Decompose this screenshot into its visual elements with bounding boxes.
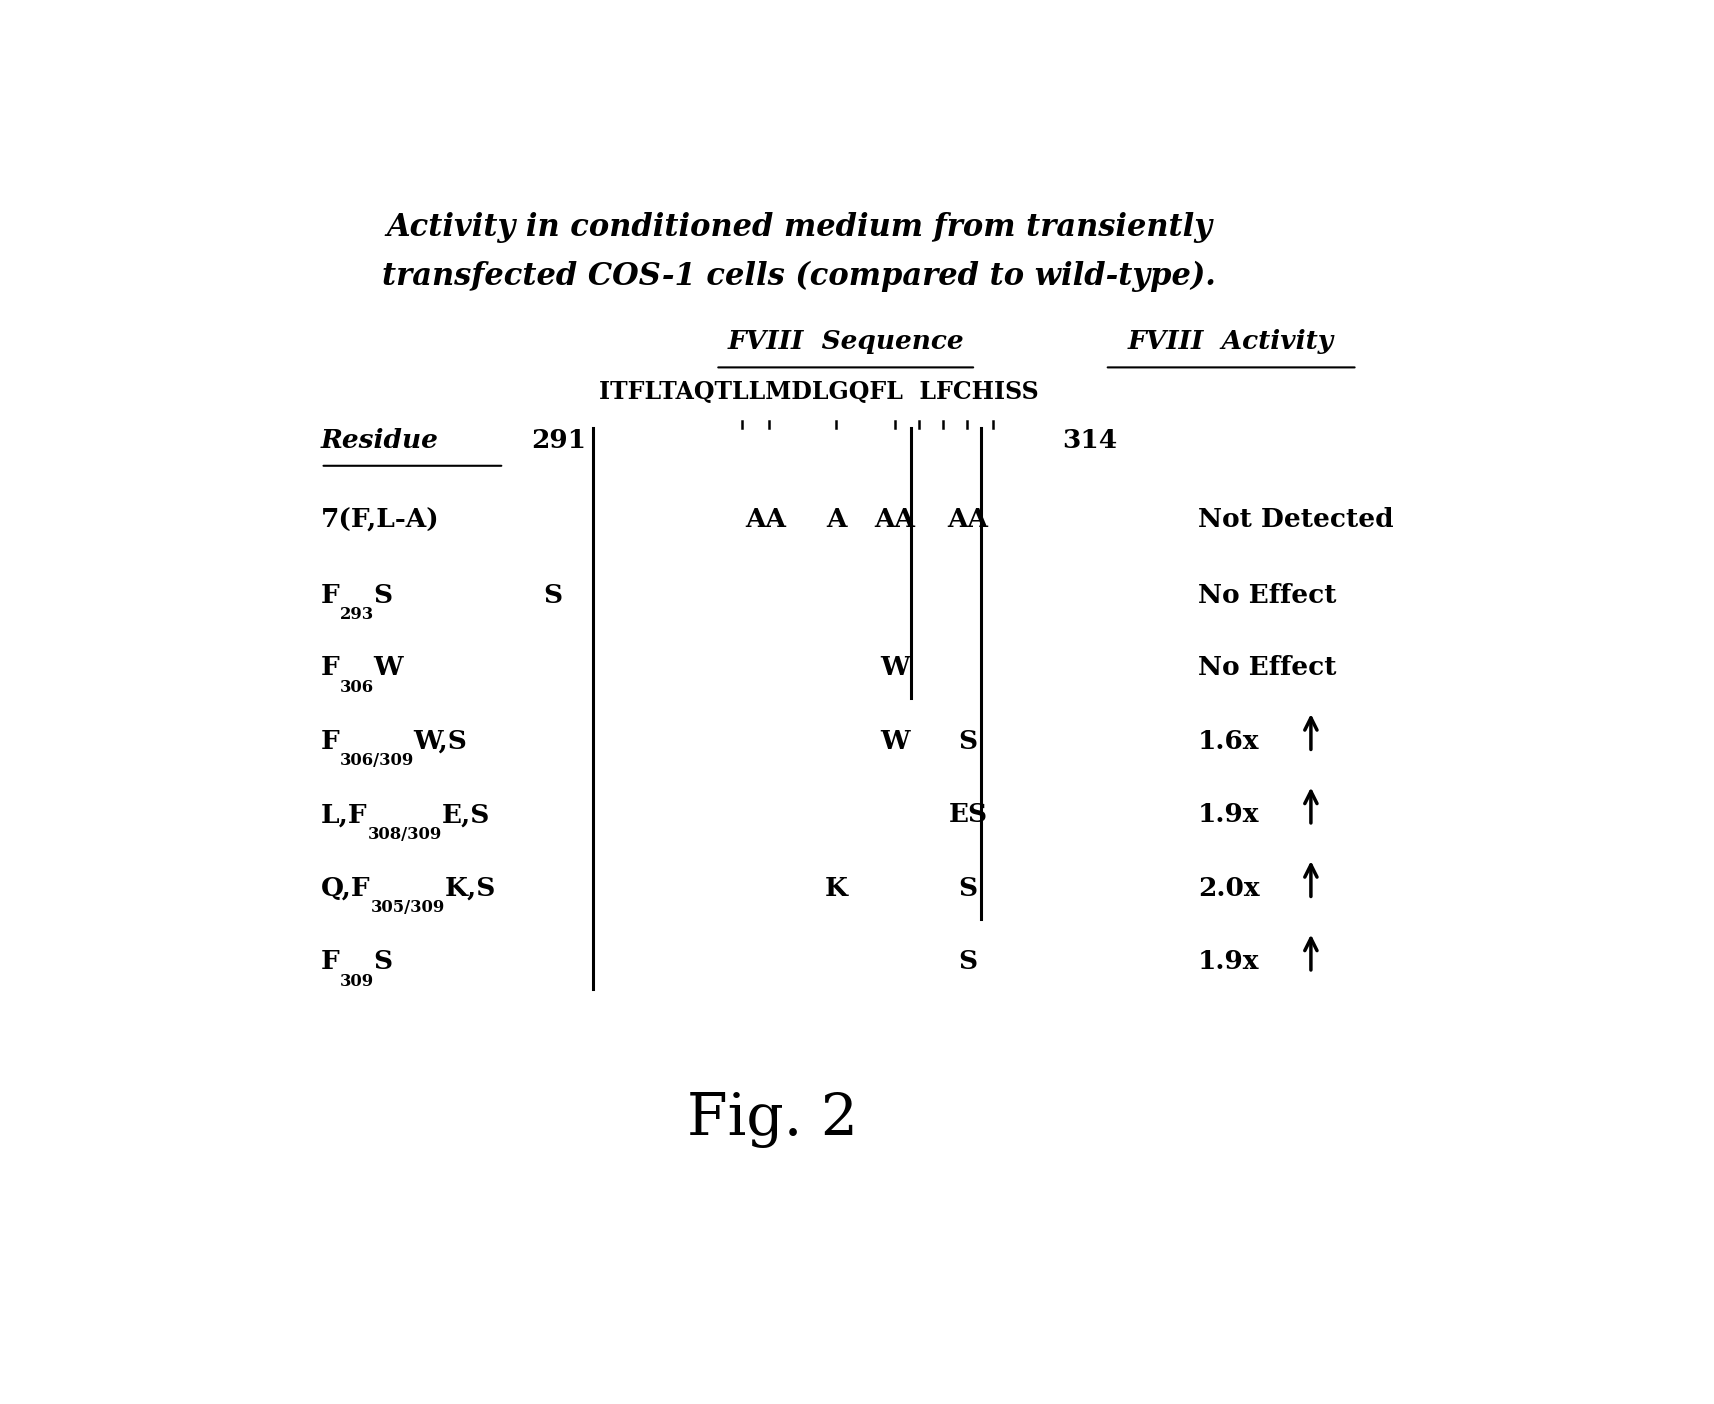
Text: AA: AA (746, 507, 787, 532)
Text: 308/309: 308/309 (367, 826, 440, 842)
Text: FVIII  Activity: FVIII Activity (1128, 329, 1333, 354)
Text: F: F (321, 583, 339, 608)
Text: W,S: W,S (413, 729, 468, 754)
Text: 7(F,L-A): 7(F,L-A) (321, 507, 439, 532)
Text: 1.9x: 1.9x (1196, 803, 1258, 827)
Text: Fig. 2: Fig. 2 (687, 1092, 857, 1148)
Text: 1.6x: 1.6x (1196, 729, 1258, 754)
Text: Residue: Residue (321, 428, 439, 453)
Text: L,F: L,F (321, 803, 367, 827)
Text: Activity in conditioned medium from transiently: Activity in conditioned medium from tran… (386, 212, 1212, 243)
Text: S: S (958, 949, 977, 974)
Text: W: W (879, 729, 908, 754)
Text: No Effect: No Effect (1196, 583, 1335, 608)
Text: AA: AA (946, 507, 987, 532)
Text: 2.0x: 2.0x (1196, 876, 1258, 901)
Text: F: F (321, 949, 339, 974)
Text: F: F (321, 656, 339, 681)
Text: ES: ES (948, 803, 987, 827)
Text: Not Detected: Not Detected (1196, 507, 1393, 532)
Text: AA: AA (874, 507, 915, 532)
Text: A: A (826, 507, 847, 532)
Text: S: S (958, 729, 977, 754)
Text: S: S (958, 876, 977, 901)
Text: ITFLTAQTLLMDLGQFL  LFCHISS: ITFLTAQTLLMDLGQFL LFCHISS (598, 380, 1039, 404)
Text: S: S (543, 583, 562, 608)
Text: 1.9x: 1.9x (1196, 949, 1258, 974)
Text: 314: 314 (1061, 428, 1118, 453)
Text: 306: 306 (339, 680, 374, 696)
Text: F: F (321, 729, 339, 754)
Text: E,S: E,S (440, 803, 490, 827)
Text: W: W (879, 656, 908, 681)
Text: Q,F: Q,F (321, 876, 370, 901)
Text: W: W (374, 656, 403, 681)
Text: 305/309: 305/309 (370, 900, 444, 917)
Text: S: S (374, 949, 393, 974)
Text: No Effect: No Effect (1196, 656, 1335, 681)
Text: K,S: K,S (444, 876, 495, 901)
Text: 306/309: 306/309 (339, 753, 413, 769)
Text: K: K (824, 876, 847, 901)
Text: 291: 291 (531, 428, 586, 453)
Text: 293: 293 (339, 607, 374, 623)
Text: transfected COS-1 cells (compared to wild-type).: transfected COS-1 cells (compared to wil… (382, 261, 1215, 292)
Text: 309: 309 (339, 973, 374, 990)
Text: S: S (374, 583, 393, 608)
Text: FVIII  Sequence: FVIII Sequence (727, 329, 963, 354)
